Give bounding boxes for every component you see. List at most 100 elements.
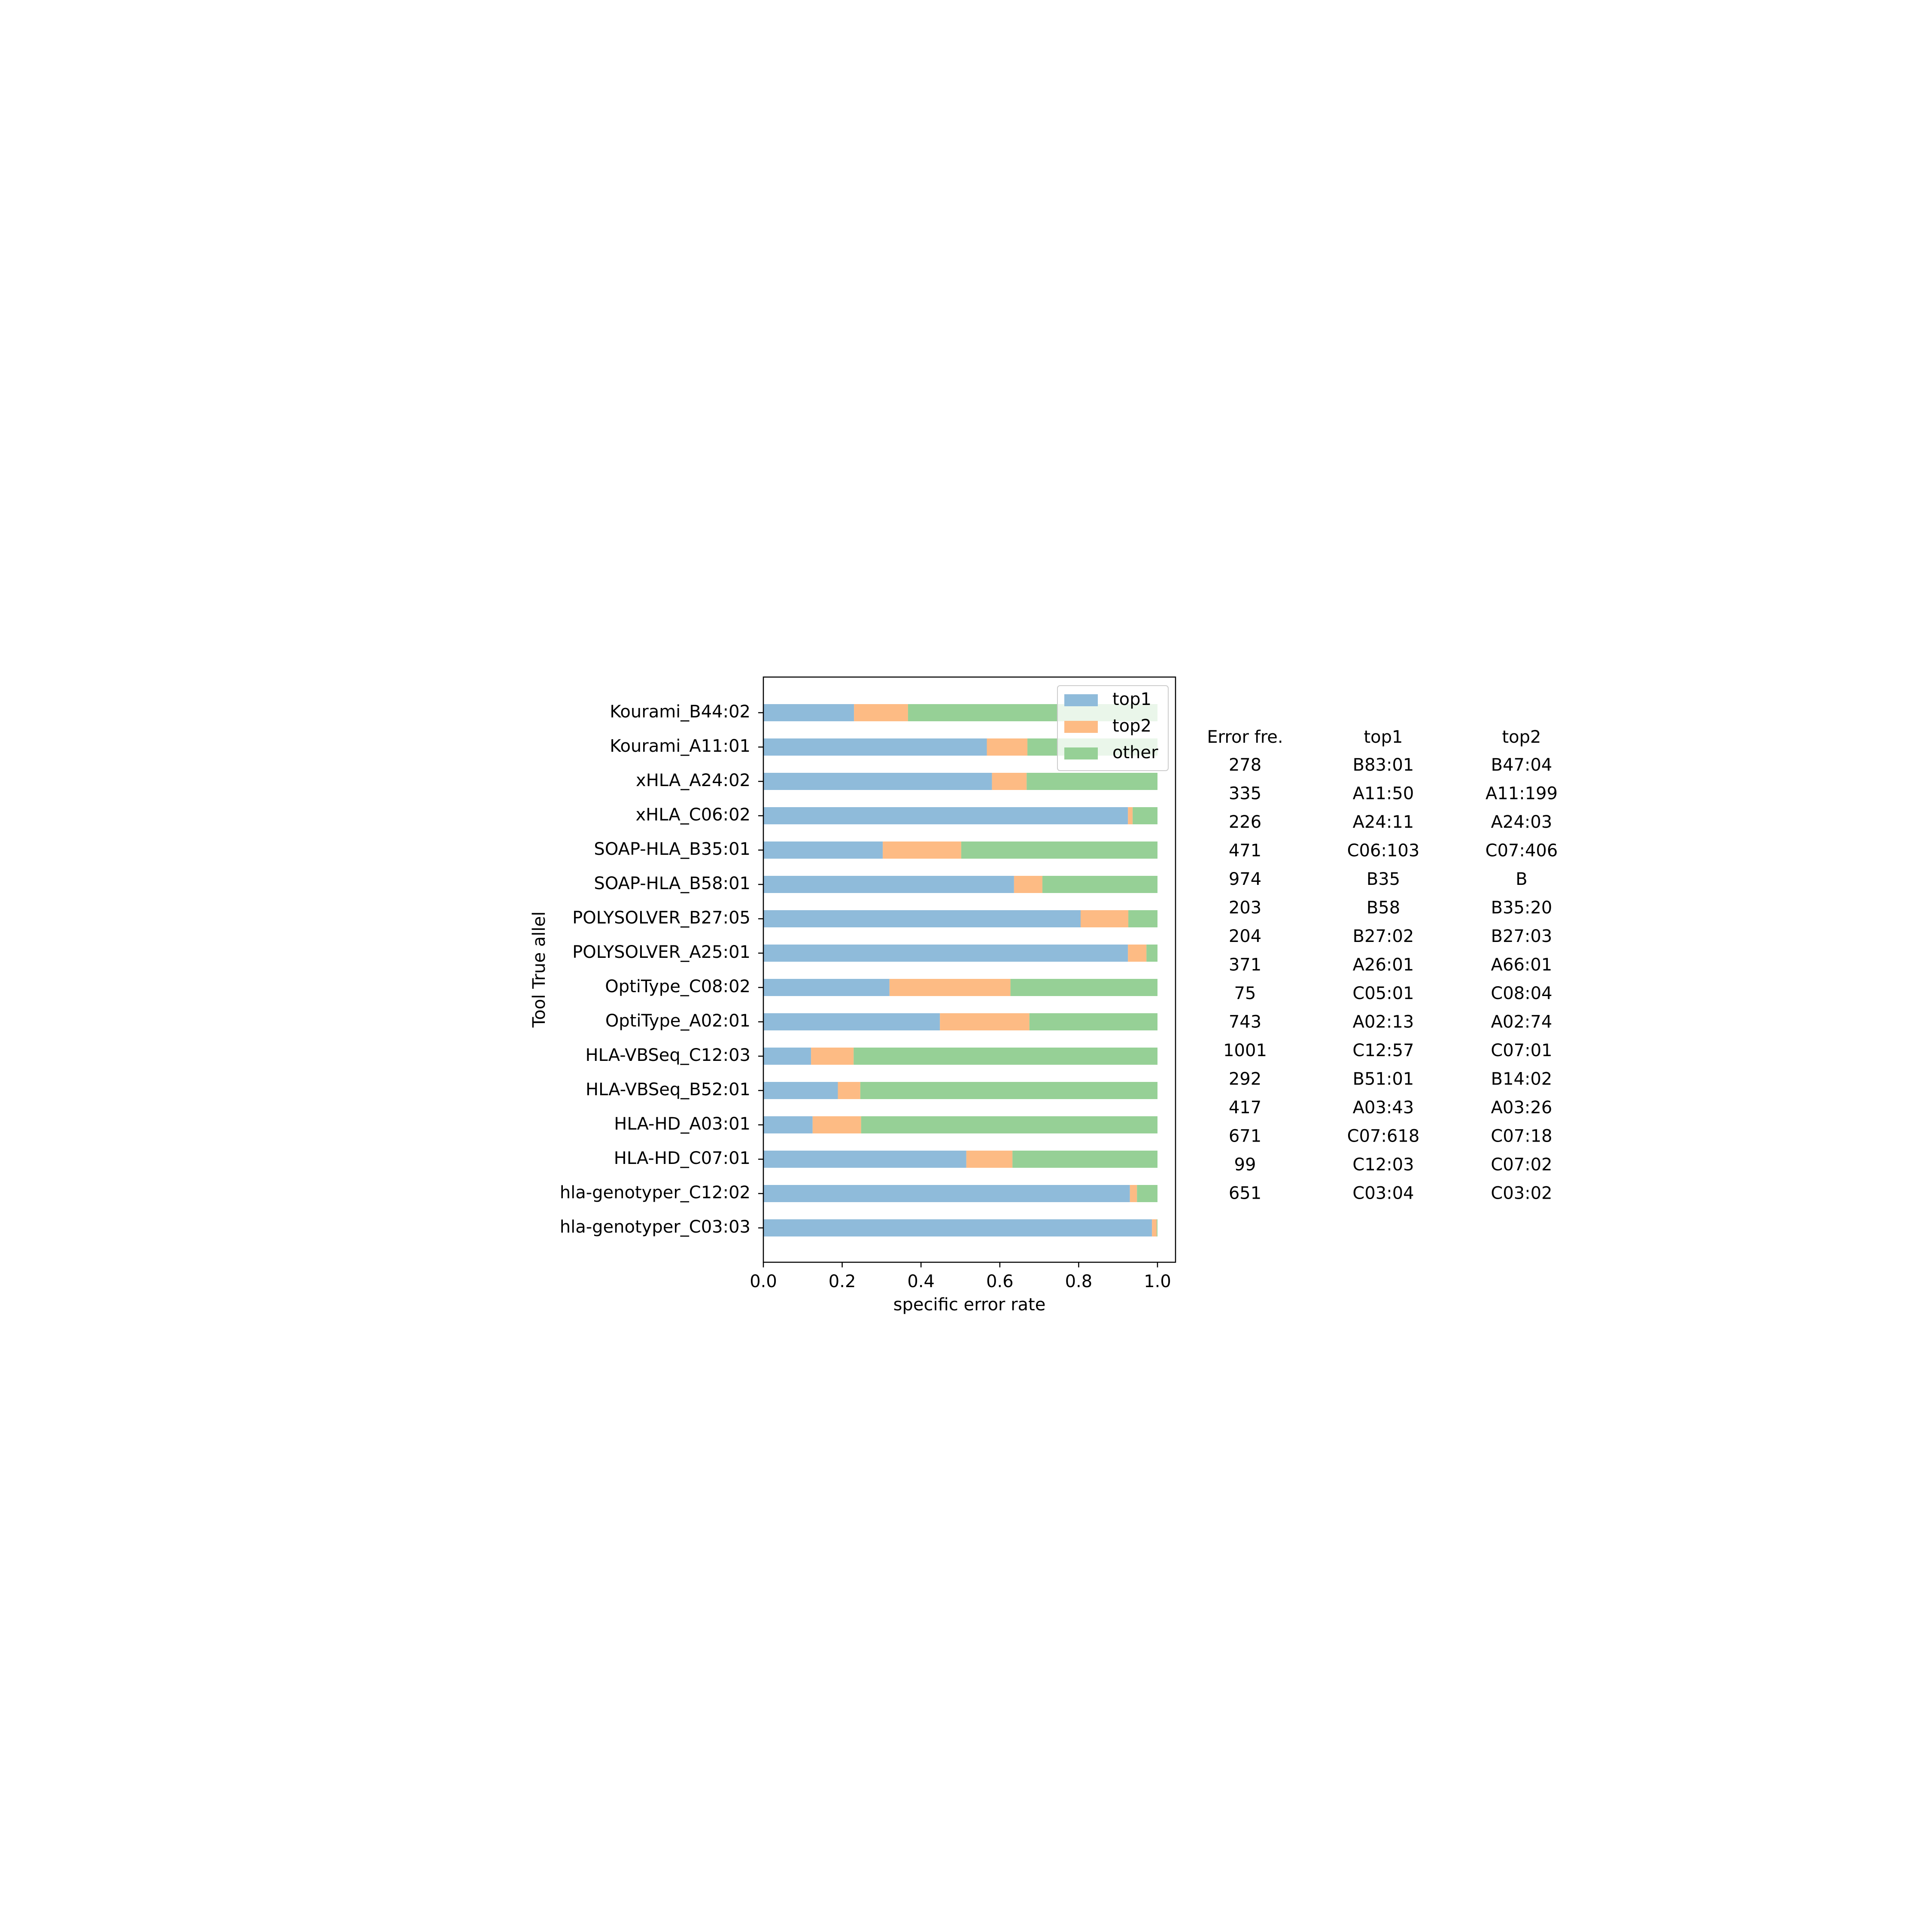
y-tick-label: SOAP-HLA_B58:01: [594, 874, 750, 893]
bar-other-8: [1010, 979, 1157, 996]
y-tick-label: Kourami_B44:02: [610, 702, 750, 722]
x-tick-label: 1.0: [1144, 1272, 1171, 1291]
bar-top1-4: [763, 841, 883, 859]
y-tick-label: HLA-HD_A03:01: [614, 1114, 750, 1134]
table-cell: A11:199: [1485, 784, 1558, 804]
table-cell: A24:11: [1353, 812, 1414, 832]
bar-other-14: [1137, 1185, 1157, 1202]
table-cell: 335: [1229, 784, 1261, 804]
bar-top2-5: [1014, 876, 1042, 893]
x-tick-label: 0.6: [986, 1272, 1014, 1291]
legend-swatch-top2: [1064, 721, 1098, 733]
bar-top1-3: [763, 807, 1128, 824]
table-cell: B35:20: [1491, 898, 1552, 918]
bar-top1-10: [763, 1048, 811, 1065]
y-tick-label: POLYSOLVER_B27:05: [572, 908, 750, 928]
table-cell: C12:57: [1352, 1041, 1414, 1060]
bar-top1-14: [763, 1185, 1130, 1202]
y-tick-label: xHLA_A24:02: [636, 771, 750, 790]
bars-layer: [763, 704, 1157, 1236]
bar-top1-6: [763, 910, 1081, 927]
plot-frame: [762, 676, 1176, 1263]
bar-other-11: [860, 1082, 1157, 1099]
y-tick-label: SOAP-HLA_B35:01: [594, 839, 750, 859]
y-tick-label: HLA-VBSeq_B52:01: [586, 1080, 750, 1100]
table-cell: 1001: [1223, 1041, 1267, 1060]
y-tick-label: POLYSOLVER_A25:01: [572, 942, 750, 962]
table-cell: 417: [1229, 1098, 1261, 1118]
table-cell: C06:103: [1347, 841, 1420, 861]
x-axis-ticks: 0.0 0.2 0.4 0.6 0.8 1.0: [750, 1262, 1171, 1291]
table-cell: B51:01: [1353, 1069, 1414, 1089]
bar-top2-10: [811, 1048, 854, 1065]
table-cell: 371: [1229, 955, 1261, 975]
y-tick-label: hla-genotyper_C12:02: [560, 1183, 750, 1203]
table-cell: 743: [1229, 1012, 1261, 1032]
table-cell: 651: [1229, 1184, 1261, 1203]
bar-top2-12: [812, 1116, 861, 1133]
table-cell: A03:26: [1491, 1098, 1552, 1118]
bar-top2-7: [1128, 945, 1147, 962]
bar-other-9: [1029, 1013, 1157, 1030]
error-table: Error fre. top1 top2 278 B83:01 B47:04 335 A11:…: [1207, 727, 1558, 1203]
bar-top1-15: [763, 1219, 1152, 1236]
table-cell: C07:01: [1491, 1041, 1552, 1060]
y-axis-title: Tool True allel: [529, 911, 549, 1028]
table-cell: 226: [1229, 812, 1261, 832]
table-cell: B27:02: [1353, 927, 1414, 946]
table-cell: C07:406: [1485, 841, 1558, 861]
table-cell: 471: [1229, 841, 1261, 861]
bar-other-12: [861, 1116, 1157, 1133]
bar-top1-9: [763, 1013, 940, 1030]
table-cell: 292: [1229, 1069, 1261, 1089]
table-cell: 974: [1229, 869, 1261, 889]
table-header: Error fre.: [1207, 727, 1283, 747]
y-tick-label: OptiType_C08:02: [605, 977, 750, 996]
y-tick-label: OptiType_A02:01: [605, 1011, 750, 1031]
table-cell: B58: [1367, 898, 1400, 918]
bar-other-5: [1042, 876, 1157, 893]
y-tick-label: HLA-HD_C07:01: [614, 1148, 750, 1168]
y-tick-label: Kourami_A11:01: [610, 736, 750, 756]
bar-top2-4: [883, 841, 961, 859]
table-cell: 204: [1229, 927, 1261, 946]
bar-top2-11: [838, 1082, 860, 1099]
bar-top1-13: [763, 1151, 966, 1168]
bar-top1-8: [763, 979, 890, 996]
bar-top2-9: [940, 1013, 1030, 1030]
table-cell: B35: [1367, 869, 1400, 889]
table-cell: A03:43: [1353, 1098, 1414, 1118]
bar-top1-2: [763, 773, 992, 790]
table-cell: 278: [1229, 755, 1261, 775]
table-cell: A02:74: [1491, 1012, 1552, 1032]
bar-top1-5: [763, 876, 1014, 893]
bar-top1-11: [763, 1082, 838, 1099]
legend-label-top1: top1: [1112, 690, 1151, 709]
x-tick-label: 0.2: [829, 1272, 856, 1291]
table-cell: C08:04: [1491, 984, 1552, 1003]
table-cell: 203: [1229, 898, 1261, 918]
table-cell: C07:02: [1491, 1155, 1552, 1175]
table-cell: C03:02: [1491, 1184, 1552, 1203]
table-cell: C12:03: [1352, 1155, 1414, 1175]
table-cell: A11:50: [1353, 784, 1414, 804]
x-tick-label: 0.4: [907, 1272, 935, 1291]
y-tick-label: HLA-VBSeq_C12:03: [585, 1045, 750, 1065]
x-axis-title: specific error rate: [893, 1295, 1046, 1315]
legend: top1 top2 other: [1057, 685, 1169, 771]
bar-top2-13: [966, 1151, 1013, 1168]
table-cell: 75: [1234, 984, 1256, 1003]
bar-top2-0: [854, 704, 908, 721]
table-cell: 671: [1229, 1127, 1261, 1146]
y-axis-ticks: Kourami_B44:02 Kourami_A11:01 xHLA_A24:02x…: [560, 702, 763, 1237]
legend-swatch-top1: [1064, 694, 1098, 706]
table-cell: B47:04: [1491, 755, 1552, 775]
bar-top2-3: [1128, 807, 1133, 824]
bar-top2-1: [987, 738, 1028, 756]
bar-top2-6: [1080, 910, 1129, 927]
table-cell: C05:01: [1352, 984, 1414, 1003]
table-cell: B14:02: [1491, 1069, 1552, 1089]
legend-swatch-other: [1064, 747, 1098, 759]
table-cell: A02:13: [1353, 1012, 1414, 1032]
